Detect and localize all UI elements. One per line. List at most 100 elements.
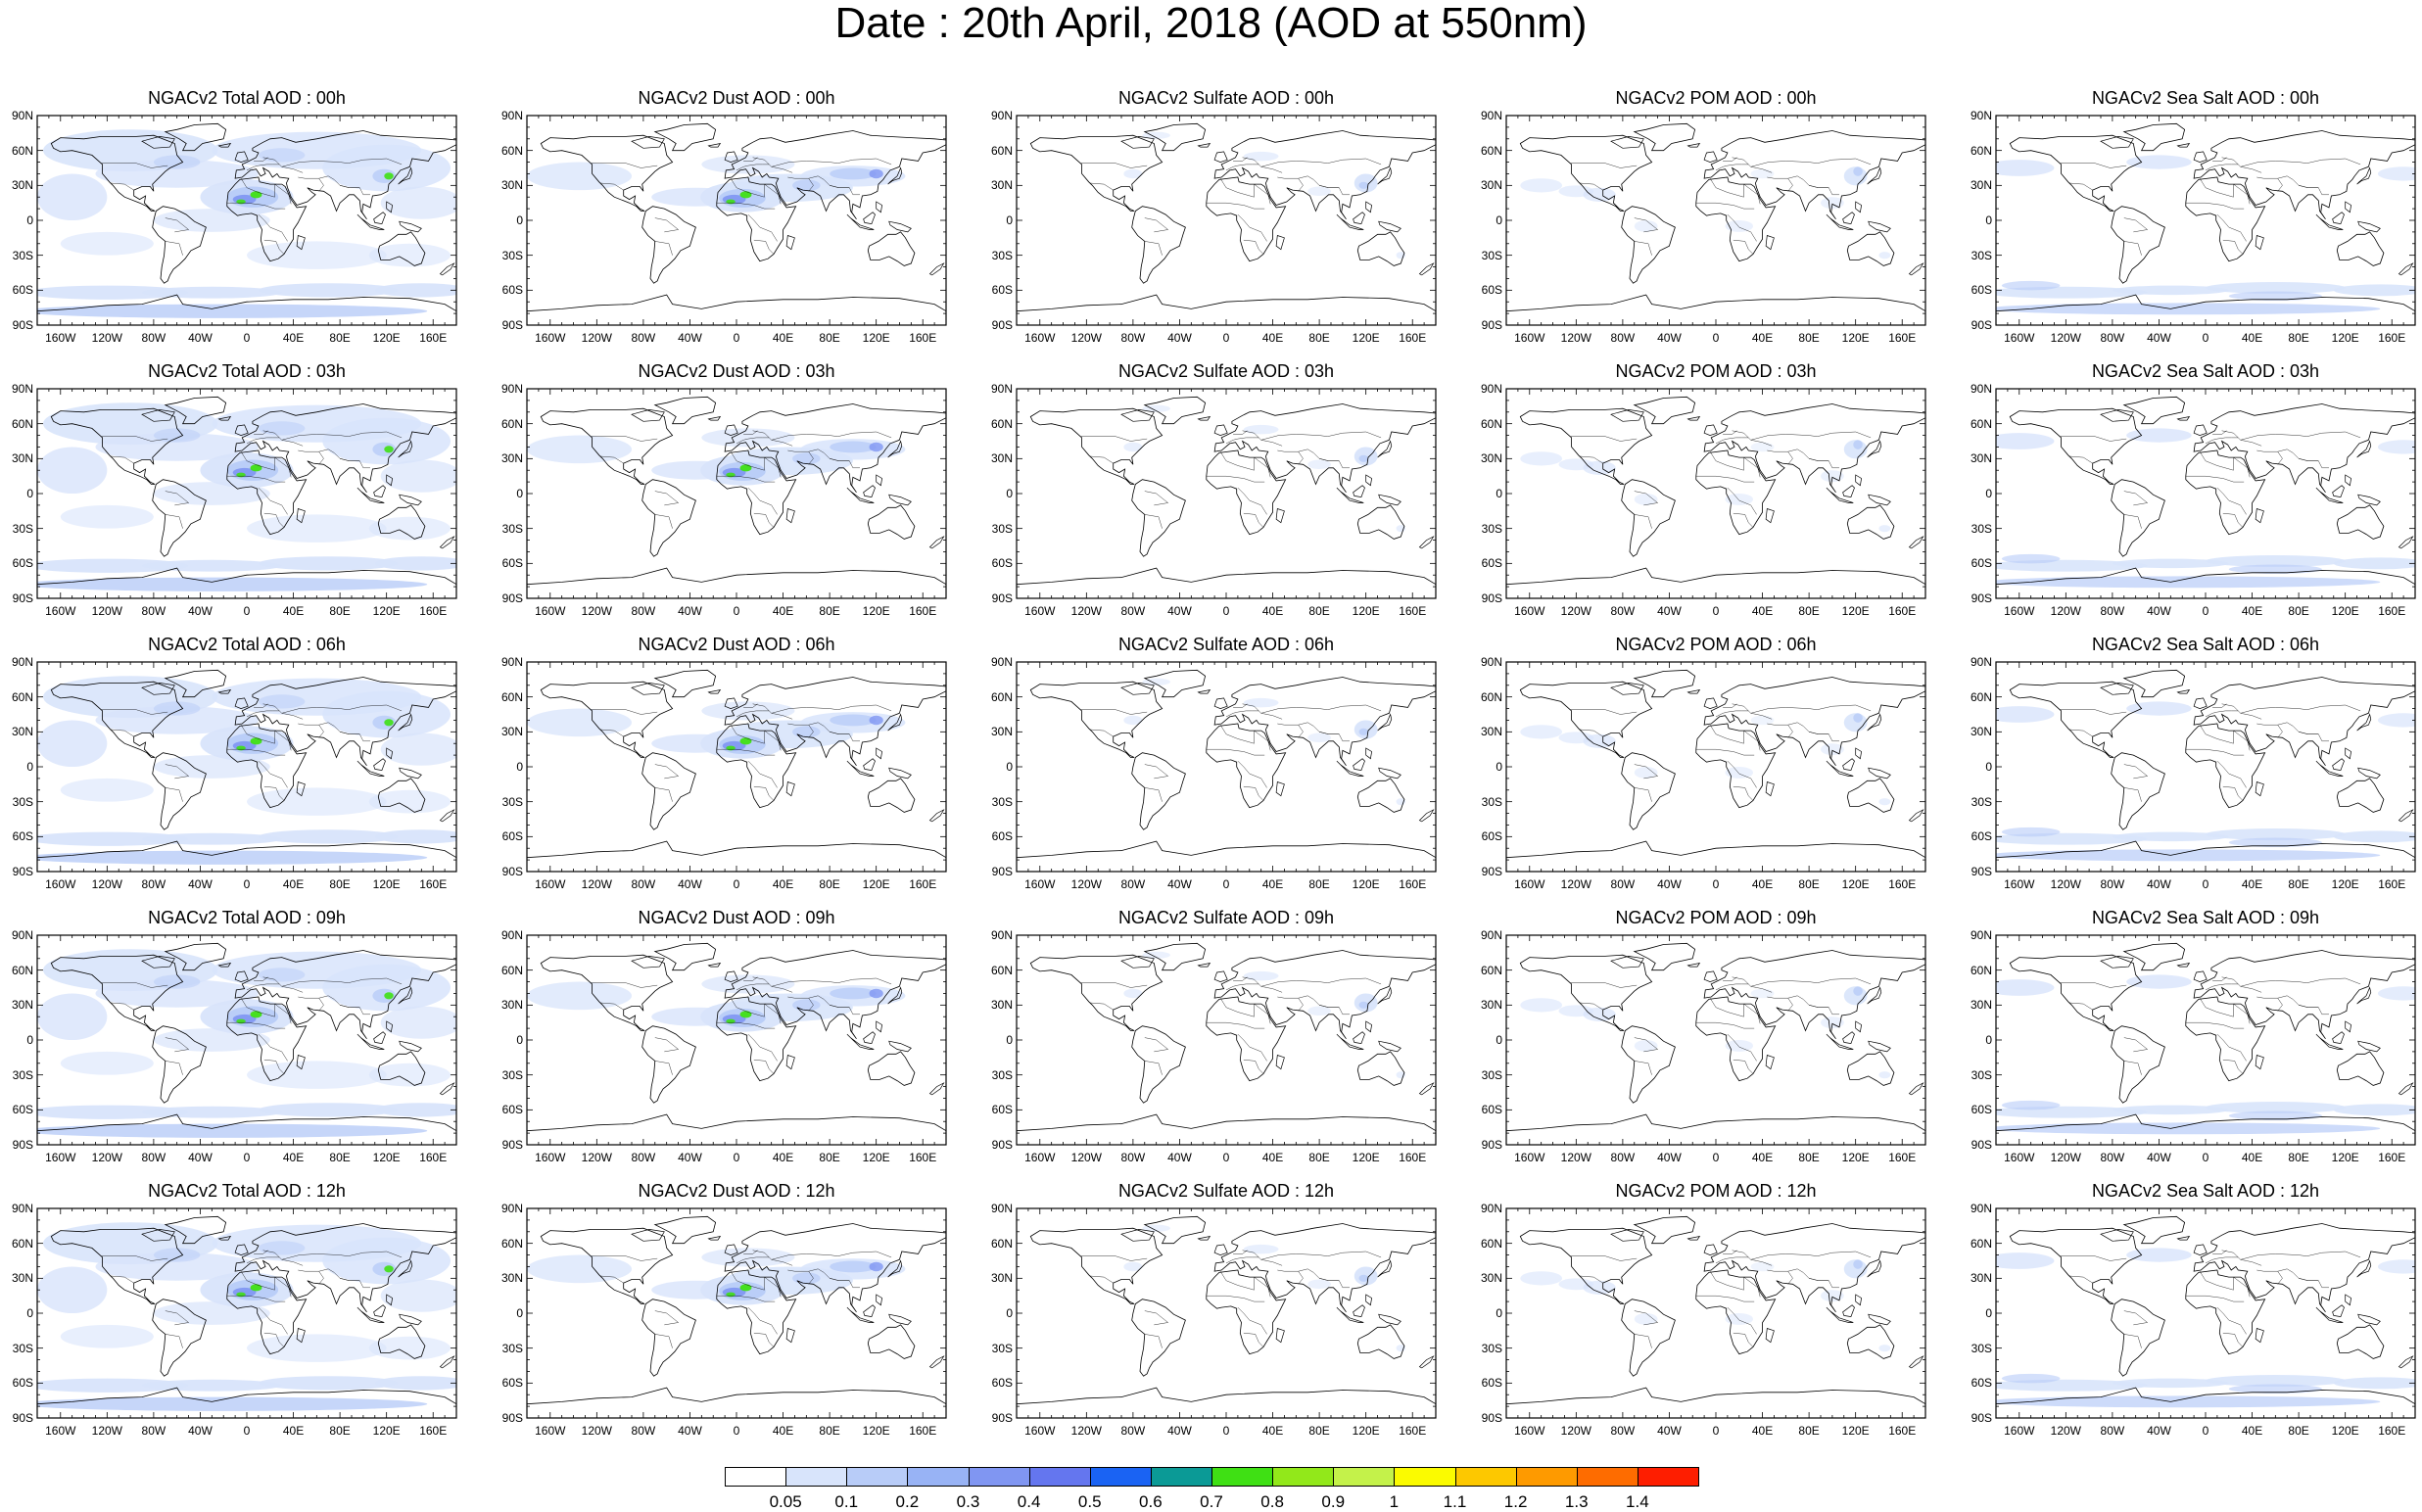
- island-outline: [1868, 1313, 1891, 1326]
- coastline-australia: [2336, 1051, 2385, 1086]
- country-border: [226, 748, 286, 756]
- country-border: [753, 1333, 775, 1347]
- country-border: [1242, 157, 1283, 173]
- island-outline: [1213, 424, 1228, 436]
- lon-tick-label: 120E: [1841, 1424, 1870, 1438]
- aod-field-patch: [37, 447, 108, 494]
- country-border: [101, 163, 168, 168]
- aod-field-patch: [1123, 168, 1143, 179]
- coastline-africa: [2185, 1269, 2266, 1355]
- aod-field-patch: [2112, 1105, 2229, 1115]
- country-border: [1225, 983, 1259, 991]
- lon-tick-label: 160E: [2378, 331, 2406, 345]
- lon-tick-label: 80W: [1610, 877, 1636, 891]
- lon-tick-label: 40E: [1751, 331, 1774, 345]
- country-border: [2233, 1276, 2251, 1298]
- lon-tick-label: 120W: [2050, 1424, 2081, 1438]
- coastline-australia: [1356, 1324, 1405, 1359]
- lat-tick-label: 90N: [990, 928, 1013, 942]
- lat-tick-label: 90S: [1481, 1411, 1502, 1425]
- country-border: [165, 787, 183, 802]
- colorbar-swatch: [1515, 1467, 1578, 1487]
- lon-tick-label: 120E: [372, 604, 401, 618]
- country-border: [1319, 1278, 1350, 1289]
- map-panel-sulfate-1: NGACv2 Sulfate AOD : 03h 90N 60N 30N 0 30S 60S…: [991, 361, 1437, 618]
- lon-tick-label: 80E: [2288, 1151, 2309, 1164]
- country-border: [298, 723, 324, 738]
- aod-field-patch: [830, 987, 877, 1000]
- island-outline: [707, 688, 722, 694]
- lat-tick-label: 0: [26, 487, 33, 500]
- lon-tick-label: 160E: [1399, 877, 1427, 891]
- country-border: [1723, 976, 1737, 981]
- lon-tick-label: 0: [243, 1151, 251, 1164]
- island-outline: [1197, 1235, 1211, 1241]
- island-outline: [2315, 1306, 2344, 1323]
- country-border: [1219, 178, 1255, 198]
- lon-tick-label: 160W: [45, 1151, 76, 1164]
- island-outline: [1353, 758, 1365, 771]
- lon-tick-label: 80E: [329, 877, 351, 891]
- lon-tick-label: 160E: [2378, 1424, 2406, 1438]
- coastline-greenland: [653, 1215, 717, 1245]
- island-outline: [2193, 697, 2208, 709]
- lon-tick-label: 80E: [2288, 877, 2309, 891]
- map-panel-pom-3: NGACv2 POM AOD : 09h 90N 60N 30N 0 30S 60S 90S 1…: [1481, 908, 1926, 1164]
- lon-tick-label: 40E: [1261, 1151, 1284, 1164]
- coastline-southAmerica: [641, 1025, 696, 1104]
- aod-field-patch: [1996, 1252, 2055, 1269]
- coastline-northAmerica: [2009, 681, 2143, 758]
- lat-tick-label: 30S: [12, 1067, 33, 1082]
- island-outline: [399, 767, 422, 780]
- country-border: [1080, 436, 1148, 442]
- aod-field-patch: [739, 191, 752, 199]
- country-border: [2060, 982, 2127, 988]
- coastline-northAmerica: [2009, 134, 2143, 212]
- lat-tick-label: 0: [1496, 213, 1502, 227]
- lon-tick-label: 120E: [1841, 1151, 1870, 1164]
- lon-tick-label: 120E: [372, 1424, 401, 1438]
- lon-tick-label: 120W: [581, 877, 612, 891]
- map-frame: [1505, 115, 1926, 326]
- lat-tick-label: 30N: [1480, 451, 1502, 466]
- country-border: [787, 996, 814, 1012]
- island-outline: [439, 809, 455, 823]
- island-outline: [1908, 262, 1924, 276]
- country-border: [591, 709, 658, 715]
- aod-field-patch: [1996, 979, 2055, 996]
- map-panel-sea-salt-2: NGACv2 Sea Salt AOD : 06h 90N 60N 30N 0 30S 60…: [1971, 635, 2416, 891]
- country-border: [110, 455, 134, 464]
- country-border: [2277, 449, 2319, 461]
- lat-tick-label: 90S: [12, 865, 33, 878]
- lat-tick-label: 60S: [12, 1376, 33, 1391]
- lat-tick-label: 90N: [1480, 655, 1502, 669]
- aod-field-patch: [1123, 988, 1143, 999]
- coastline-southAmerica: [1131, 752, 1186, 830]
- lon-tick-label: 160E: [2378, 877, 2406, 891]
- coastline-africa: [226, 1269, 308, 1355]
- coastline-greenland: [1143, 122, 1207, 152]
- lat-tick-label: 60N: [1480, 689, 1502, 704]
- lon-tick-label: 160E: [419, 877, 448, 891]
- country-border: [2277, 175, 2319, 188]
- aod-field-patch: [247, 241, 387, 269]
- lon-tick-label: 120E: [372, 877, 401, 891]
- coastline-australia: [867, 231, 916, 266]
- coastline-southAmerica: [1131, 1299, 1186, 1377]
- coastline-antarctica: [1017, 567, 1436, 598]
- coastline-antarctica: [527, 840, 946, 872]
- country-border: [1715, 1256, 1749, 1264]
- country-border: [747, 1306, 778, 1335]
- island-outline: [1213, 151, 1228, 163]
- aod-field-patch: [247, 1334, 387, 1362]
- map-panel-total-3: NGACv2 Total AOD : 09h 90N 60N 30N 0 30S 60S 90…: [12, 908, 457, 1164]
- aod-field-patch: [368, 516, 451, 541]
- aod-field-patch: [2206, 282, 2346, 294]
- lat-tick-label: 60N: [1480, 963, 1502, 977]
- aod-field-patch: [830, 1260, 877, 1273]
- aod-field-patch: [1853, 713, 1863, 723]
- country-border: [716, 1021, 776, 1029]
- lat-tick-label: 30S: [501, 794, 523, 809]
- aod-field-patch: [60, 231, 154, 256]
- island-outline: [846, 1033, 875, 1050]
